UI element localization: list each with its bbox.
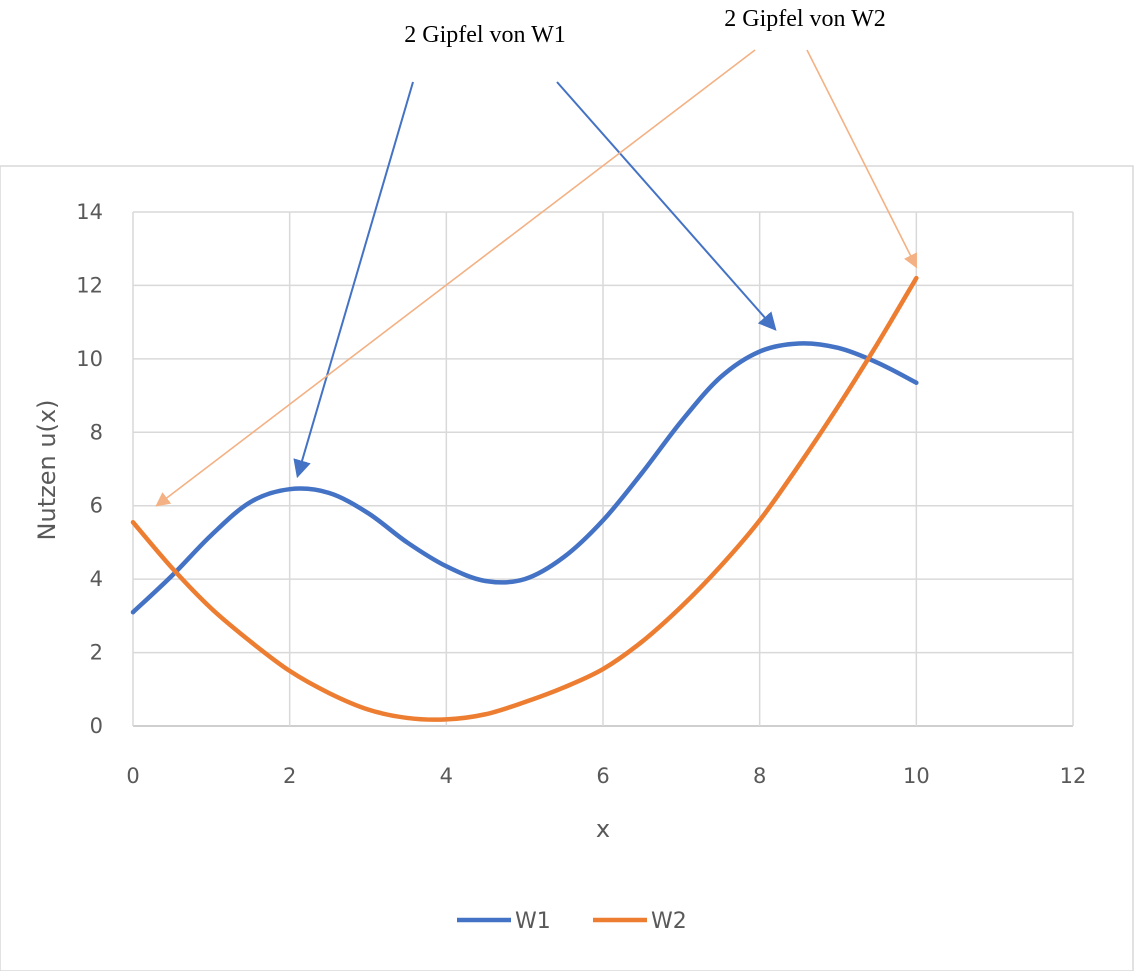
y-tick-label: 14	[76, 200, 103, 224]
x-tick-label: 12	[1060, 764, 1087, 788]
annotation-arrow	[556, 81, 777, 331]
series	[130, 275, 919, 722]
legend-label: W2	[651, 909, 687, 934]
x-tick-label: 0	[126, 764, 139, 788]
grid	[132, 211, 1074, 727]
series-line-w1	[130, 341, 919, 615]
chart-frame	[0, 165, 1134, 971]
x-tick-label: 6	[596, 764, 609, 788]
annotation-label: 2 Gipfel von W2	[724, 6, 886, 32]
axis-ticks: 0 2 4 6 8 10 12 14 0 2 4 6 8 10 12	[76, 200, 1086, 788]
annotations: 2 Gipfel von W1 2 Gipfel von W2	[155, 6, 918, 507]
x-axis-title: x	[596, 815, 610, 843]
y-tick-label: 12	[76, 273, 103, 297]
annotation-arrow	[293, 81, 414, 479]
annotation-arrow	[806, 49, 918, 269]
y-tick-label: 4	[90, 567, 103, 591]
y-tick-label: 0	[90, 714, 103, 738]
x-tick-label: 10	[903, 764, 930, 788]
y-tick-label: 10	[76, 347, 103, 371]
x-tick-label: 4	[440, 764, 453, 788]
x-tick-label: 2	[283, 764, 296, 788]
series-line-w2	[130, 275, 919, 722]
y-tick-label: 2	[90, 641, 103, 665]
y-tick-label: 6	[90, 494, 103, 518]
legend-label: W1	[515, 909, 551, 934]
annotation-arrow	[155, 49, 756, 507]
y-axis-title: Nutzen u(x)	[33, 400, 61, 541]
legend: W1 W2	[457, 909, 687, 934]
x-tick-label: 8	[753, 764, 766, 788]
y-tick-label: 8	[90, 420, 103, 444]
annotation-label: 2 Gipfel von W1	[404, 22, 566, 48]
